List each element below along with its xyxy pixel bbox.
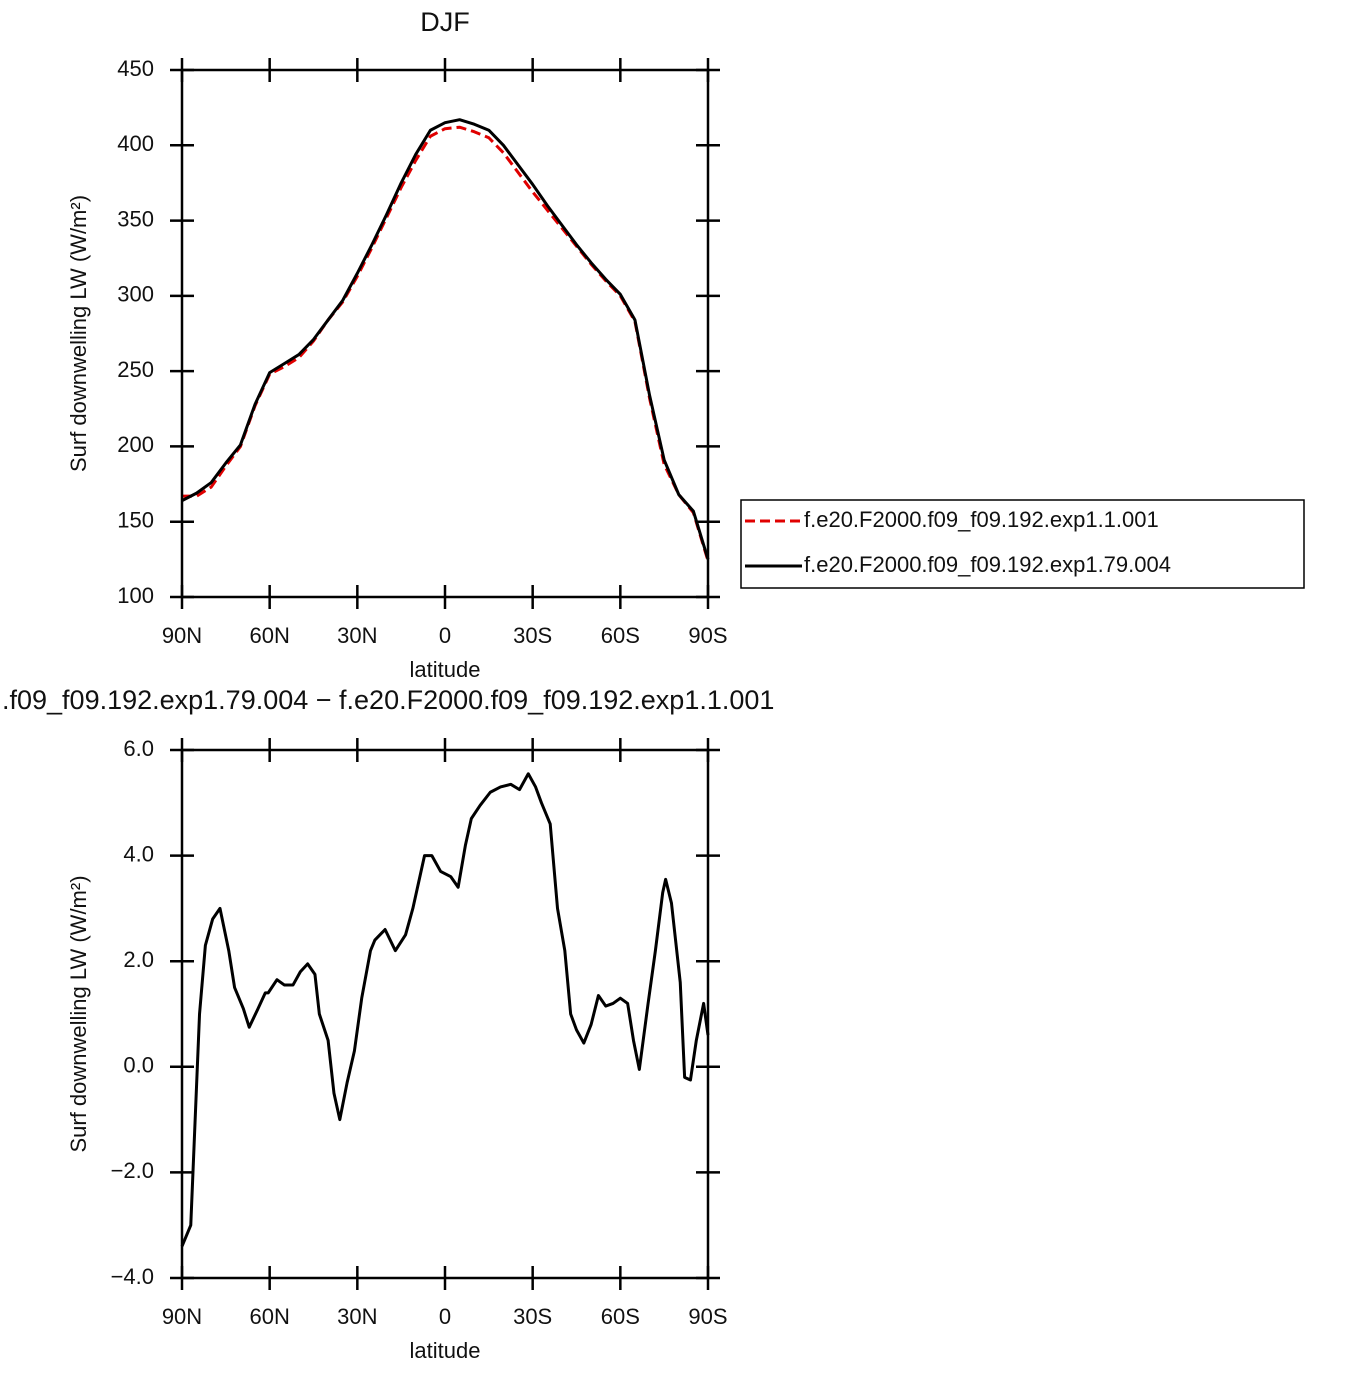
- x-tick-label: 90S: [688, 623, 727, 648]
- plot-frame: [180, 748, 710, 1280]
- x-tick-label: 60N: [249, 623, 289, 648]
- legend-label: f.e20.F2000.f09_f09.192.exp1.79.004: [804, 552, 1171, 577]
- x-axis-label: latitude: [410, 657, 481, 682]
- y-tick-label: 200: [117, 432, 154, 457]
- x-tick-label: 30S: [513, 1304, 552, 1329]
- x-tick-label: 30N: [337, 1304, 377, 1329]
- x-tick-label: 90N: [162, 1304, 202, 1329]
- x-tick-label: 30N: [337, 623, 377, 648]
- x-tick-label: 0: [439, 623, 451, 648]
- y-tick-label: 4.0: [123, 841, 154, 866]
- y-axis-label: Surf downwelling LW (W/m²): [66, 875, 91, 1152]
- y-tick-label: 350: [117, 206, 154, 231]
- y-tick-label: 2.0: [123, 947, 154, 972]
- legend-box: [740, 499, 1305, 589]
- y-axis-label: Surf downwelling LW (W/m²): [66, 195, 91, 472]
- legend-label: f.e20.F2000.f09_f09.192.exp1.1.001: [804, 507, 1159, 532]
- chart-title: .f09_f09.192.exp1.79.004 − f.e20.F2000.f…: [2, 685, 774, 715]
- x-tick-label: 60S: [601, 623, 640, 648]
- chart-title: DJF: [420, 7, 470, 37]
- y-tick-label: 0.0: [123, 1053, 154, 1078]
- x-tick-label: 60S: [601, 1304, 640, 1329]
- y-tick-label: 450: [117, 56, 154, 81]
- plot-frame: [180, 68, 710, 599]
- data-line: [180, 772, 710, 1247]
- y-tick-label: 400: [117, 131, 154, 156]
- x-tick-label: 90N: [162, 623, 202, 648]
- data-line: [182, 125, 710, 562]
- x-tick-label: 30S: [513, 623, 552, 648]
- y-tick-label: −4.0: [111, 1264, 154, 1289]
- y-tick-label: 100: [117, 583, 154, 608]
- y-tick-label: 150: [117, 508, 154, 533]
- y-tick-label: 6.0: [123, 736, 154, 761]
- y-tick-label: 250: [117, 357, 154, 382]
- x-tick-label: 60N: [249, 1304, 289, 1329]
- x-tick-label: 0: [439, 1304, 451, 1329]
- x-axis-label: latitude: [410, 1338, 481, 1363]
- data-line: [181, 118, 710, 560]
- y-tick-label: 300: [117, 282, 154, 307]
- x-tick-label: 90S: [688, 1304, 727, 1329]
- y-tick-label: −2.0: [111, 1158, 154, 1183]
